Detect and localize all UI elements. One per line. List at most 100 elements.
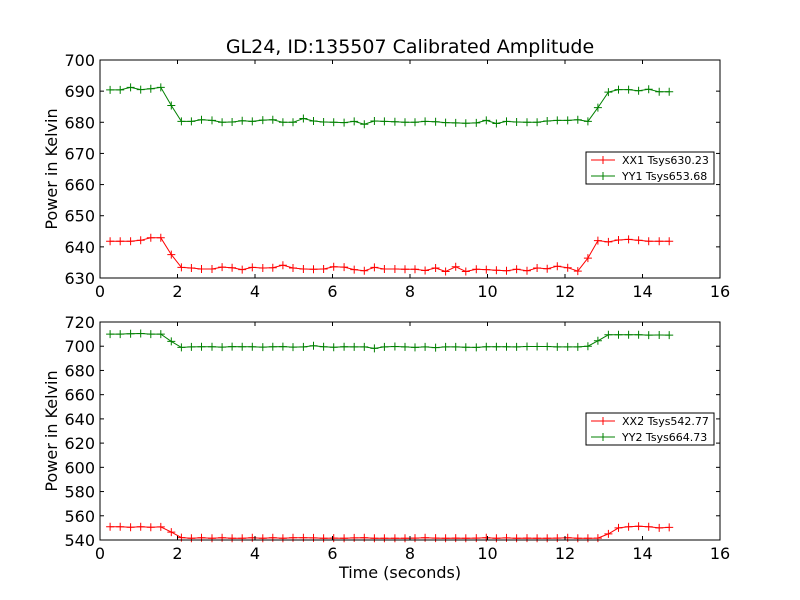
data-point	[461, 343, 470, 352]
y-tick-label: 560	[64, 507, 95, 526]
data-point	[655, 87, 664, 96]
data-point	[197, 115, 206, 124]
data-point	[136, 522, 145, 531]
data-point	[299, 114, 308, 123]
data-point	[390, 342, 399, 351]
x-tick-label: 4	[250, 282, 260, 301]
data-point	[319, 342, 328, 351]
data-point	[593, 534, 602, 543]
y-tick-label: 640	[64, 238, 95, 257]
legend: XX1 Tsys630.23 YY1 Tsys653.68	[585, 151, 715, 185]
data-point	[523, 534, 531, 543]
data-point	[238, 342, 247, 351]
data-point	[238, 265, 247, 274]
x-tick-label: 6	[327, 282, 337, 301]
data-point	[665, 331, 674, 340]
data-point	[146, 233, 155, 242]
data-point	[136, 85, 145, 94]
data-point	[187, 117, 196, 126]
data-point	[655, 331, 664, 339]
legend-entry: XX1 Tsys630.23	[622, 154, 709, 167]
data-point	[604, 330, 613, 339]
data-point	[329, 118, 338, 127]
data-point	[543, 264, 552, 273]
data-point	[146, 84, 155, 93]
data-point	[533, 342, 542, 351]
x-tick-label: 8	[405, 282, 415, 301]
data-point	[583, 117, 592, 126]
y-tick-label: 660	[64, 176, 95, 195]
data-point	[461, 534, 470, 543]
data-point	[512, 265, 521, 274]
data-point	[563, 263, 572, 272]
legend-entry: YY2 Tsys664.73	[621, 431, 707, 444]
data-point	[451, 342, 460, 351]
data-point	[573, 342, 582, 351]
data-point	[441, 342, 450, 351]
data-point	[309, 265, 318, 274]
y-tick-label: 580	[64, 483, 95, 502]
x-tick-label: 14	[632, 544, 652, 563]
data-point	[218, 343, 227, 352]
y-tick-label: 600	[64, 458, 95, 477]
data-point	[106, 522, 115, 531]
data-point	[533, 118, 542, 127]
data-point	[228, 342, 237, 351]
y-tick-label: 720	[64, 313, 95, 332]
data-point	[451, 262, 460, 271]
data-point	[543, 534, 552, 543]
data-point	[126, 83, 135, 92]
data-point	[187, 342, 196, 351]
x-tick-label: 14	[632, 282, 652, 301]
data-point	[583, 342, 592, 351]
data-point	[411, 265, 419, 274]
data-point	[472, 265, 481, 274]
data-point	[624, 330, 633, 339]
data-point	[563, 342, 572, 351]
y-tick-label: 620	[64, 434, 95, 453]
data-point	[593, 236, 602, 245]
y-tick-label: 650	[64, 207, 95, 226]
data-point	[431, 343, 440, 352]
data-point	[451, 118, 460, 127]
data-point	[492, 534, 501, 543]
data-point	[238, 534, 247, 543]
data-point	[350, 265, 359, 274]
data-point	[218, 118, 227, 127]
data-point	[370, 534, 379, 543]
data-point	[126, 523, 135, 532]
data-point	[116, 237, 125, 246]
data-point	[614, 523, 623, 532]
data-point	[655, 523, 664, 532]
data-point	[604, 237, 613, 246]
data-point	[421, 266, 430, 275]
x-tick-label: 0	[95, 544, 105, 563]
data-point	[380, 117, 389, 126]
data-point	[208, 265, 216, 273]
data-point	[482, 116, 491, 125]
data-point	[401, 118, 409, 127]
data-point	[593, 103, 602, 112]
legend-entry: YY1 Tsys653.68	[621, 170, 707, 183]
data-point	[614, 236, 623, 244]
data-point	[208, 116, 216, 125]
data-point	[187, 264, 196, 272]
data-point	[319, 534, 328, 543]
data-point	[309, 117, 318, 125]
data-point	[370, 263, 379, 272]
data-point	[451, 534, 460, 543]
data-point	[146, 330, 155, 339]
data-point	[329, 262, 338, 271]
data-point	[278, 118, 287, 127]
data-point	[146, 523, 155, 532]
data-point	[299, 265, 308, 273]
data-point	[329, 534, 338, 543]
data-point	[167, 337, 176, 346]
data-point	[248, 263, 257, 272]
data-point	[289, 343, 297, 352]
data-point	[492, 266, 501, 275]
data-point	[512, 534, 521, 543]
y-tick-label: 680	[64, 113, 95, 132]
data-point	[309, 533, 318, 542]
data-point	[208, 534, 216, 543]
